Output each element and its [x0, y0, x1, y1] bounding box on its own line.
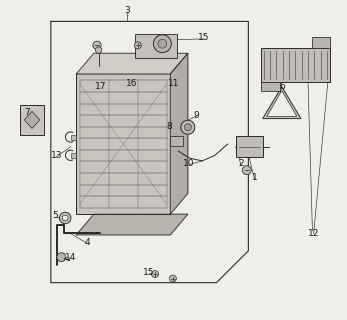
- Circle shape: [134, 42, 141, 49]
- Circle shape: [153, 35, 171, 52]
- Circle shape: [93, 41, 101, 50]
- Polygon shape: [24, 111, 40, 128]
- FancyBboxPatch shape: [170, 137, 183, 146]
- Text: 15: 15: [198, 33, 210, 42]
- Text: 14: 14: [65, 253, 77, 262]
- FancyBboxPatch shape: [236, 136, 263, 157]
- FancyBboxPatch shape: [76, 74, 170, 214]
- Circle shape: [57, 253, 66, 262]
- Text: 2: 2: [238, 159, 244, 168]
- Text: 12: 12: [308, 229, 319, 238]
- Text: 15: 15: [143, 268, 154, 277]
- Text: 10: 10: [183, 159, 195, 168]
- Text: 4: 4: [85, 238, 90, 247]
- Text: 5: 5: [53, 211, 59, 220]
- Text: 1: 1: [252, 173, 257, 182]
- Circle shape: [169, 275, 176, 282]
- Text: 16: 16: [126, 79, 137, 88]
- Circle shape: [95, 47, 102, 53]
- Polygon shape: [76, 214, 188, 235]
- Polygon shape: [267, 91, 297, 116]
- Circle shape: [59, 212, 71, 224]
- Circle shape: [242, 166, 251, 175]
- FancyBboxPatch shape: [70, 153, 76, 158]
- Text: 3: 3: [125, 6, 130, 15]
- Text: 11: 11: [168, 79, 179, 88]
- Circle shape: [62, 215, 68, 221]
- Circle shape: [181, 120, 195, 134]
- Text: 8: 8: [167, 122, 172, 131]
- Text: 17: 17: [95, 82, 107, 91]
- Polygon shape: [263, 87, 301, 119]
- Text: 13: 13: [51, 151, 62, 160]
- Text: 6: 6: [279, 82, 285, 91]
- Polygon shape: [170, 53, 188, 214]
- Circle shape: [152, 270, 159, 277]
- FancyBboxPatch shape: [20, 105, 44, 134]
- Circle shape: [158, 39, 167, 48]
- Polygon shape: [76, 53, 188, 74]
- FancyBboxPatch shape: [261, 82, 280, 91]
- FancyBboxPatch shape: [312, 37, 330, 49]
- Circle shape: [184, 124, 191, 131]
- Text: 9: 9: [194, 111, 199, 120]
- FancyBboxPatch shape: [261, 49, 330, 82]
- Text: 7: 7: [24, 108, 30, 117]
- FancyBboxPatch shape: [135, 34, 177, 58]
- FancyBboxPatch shape: [70, 134, 76, 140]
